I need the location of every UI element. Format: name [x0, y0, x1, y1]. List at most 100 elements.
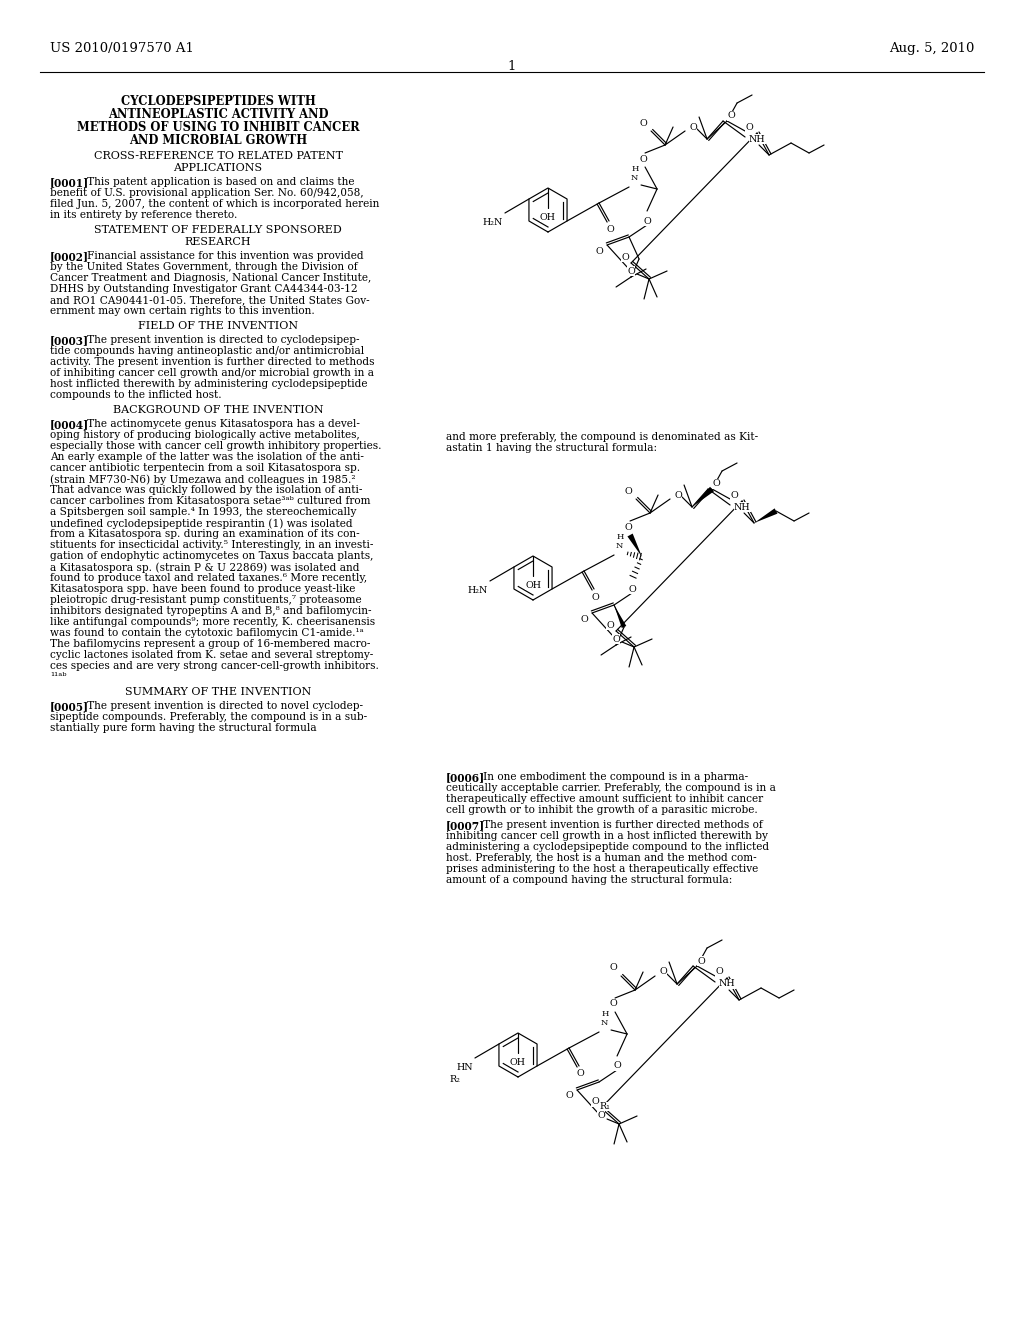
Text: sipeptide compounds. Preferably, the compound is in a sub-: sipeptide compounds. Preferably, the com… — [50, 711, 368, 722]
Text: host inflicted therewith by administering cyclodepsipeptide: host inflicted therewith by administerin… — [50, 379, 368, 389]
Text: cancer carbolines from Kitasatospora setae³ᵃᵇ cultured from: cancer carbolines from Kitasatospora set… — [50, 496, 371, 506]
Text: O: O — [581, 615, 588, 623]
Text: ernment may own certain rights to this invention.: ernment may own certain rights to this i… — [50, 306, 314, 315]
Text: O: O — [606, 224, 614, 234]
Text: Financial assistance for this invention was provided: Financial assistance for this invention … — [77, 251, 364, 261]
Text: STATEMENT OF FEDERALLY SPONSORED: STATEMENT OF FEDERALLY SPONSORED — [94, 224, 342, 235]
Text: a Kitasatospora sp. (strain P & U 22869) was isolated and: a Kitasatospora sp. (strain P & U 22869)… — [50, 562, 359, 573]
Text: O: O — [659, 968, 667, 977]
Text: [0007]: [0007] — [446, 820, 485, 832]
Text: DHHS by Outstanding Investigator Grant CA44344-03-12: DHHS by Outstanding Investigator Grant C… — [50, 284, 357, 294]
Text: R₂: R₂ — [450, 1074, 461, 1084]
Text: O: O — [712, 479, 720, 488]
Text: O: O — [565, 1092, 572, 1101]
Text: O: O — [627, 267, 635, 276]
Text: [0005]: [0005] — [50, 701, 89, 711]
Text: The present invention is directed to cyclodepsipep-: The present invention is directed to cyc… — [77, 335, 359, 345]
Text: like antifungal compounds⁹; more recently, K. cheerisanensis: like antifungal compounds⁹; more recentl… — [50, 616, 375, 627]
Text: benefit of U.S. provisional application Ser. No. 60/942,058,: benefit of U.S. provisional application … — [50, 187, 364, 198]
Text: cyclic lactones isolated from K. setae and several streptomy-: cyclic lactones isolated from K. setae a… — [50, 649, 374, 660]
Text: compounds to the inflicted host.: compounds to the inflicted host. — [50, 389, 221, 400]
Text: a Spitsbergen soil sample.⁴ In 1993, the stereochemically: a Spitsbergen soil sample.⁴ In 1993, the… — [50, 507, 356, 517]
Text: pleiotropic drug-resistant pump constituents,⁷ proteasome: pleiotropic drug-resistant pump constitu… — [50, 595, 361, 605]
Text: O: O — [697, 957, 705, 965]
Text: SUMMARY OF THE INVENTION: SUMMARY OF THE INVENTION — [125, 686, 311, 697]
Text: [0001]: [0001] — [50, 177, 89, 187]
Text: H₂N: H₂N — [468, 586, 488, 595]
Text: gation of endophytic actinomycetes on Taxus baccata plants,: gation of endophytic actinomycetes on Ta… — [50, 550, 374, 561]
Text: O: O — [643, 216, 651, 226]
Text: O: O — [639, 119, 647, 128]
Text: NH: NH — [734, 503, 751, 511]
Text: ANTINEOPLASTIC ACTIVITY AND: ANTINEOPLASTIC ACTIVITY AND — [108, 108, 329, 121]
Text: filed Jun. 5, 2007, the content of which is incorporated herein: filed Jun. 5, 2007, the content of which… — [50, 199, 379, 209]
Text: [0002]: [0002] — [50, 251, 89, 261]
Text: undefined cyclodepsipeptide respirantin (1) was isolated: undefined cyclodepsipeptide respirantin … — [50, 517, 352, 528]
Text: R₁: R₁ — [600, 1102, 610, 1111]
Text: 1: 1 — [508, 59, 516, 73]
Polygon shape — [754, 508, 777, 523]
Text: ¹¹ᵃᵇ: ¹¹ᵃᵇ — [50, 672, 67, 682]
Text: AND MICROBIAL GROWTH: AND MICROBIAL GROWTH — [129, 135, 307, 147]
Text: therapeutically effective amount sufficient to inhibit cancer: therapeutically effective amount suffici… — [446, 795, 763, 804]
Text: Kitasatospora spp. have been found to produce yeast-like: Kitasatospora spp. have been found to pr… — [50, 583, 355, 594]
Text: of inhibiting cancer cell growth and/or microbial growth in a: of inhibiting cancer cell growth and/or … — [50, 368, 374, 378]
Text: O: O — [591, 1097, 599, 1106]
Text: ceutically acceptable carrier. Preferably, the compound is in a: ceutically acceptable carrier. Preferabl… — [446, 783, 776, 793]
Text: O: O — [622, 252, 629, 261]
Polygon shape — [628, 533, 642, 557]
Text: inhibitors designated tyropeptins A and B,⁸ and bafilomycin-: inhibitors designated tyropeptins A and … — [50, 606, 372, 616]
Text: BACKGROUND OF THE INVENTION: BACKGROUND OF THE INVENTION — [113, 405, 324, 414]
Text: O: O — [625, 523, 632, 532]
Text: O: O — [606, 620, 614, 630]
Text: O: O — [591, 593, 599, 602]
Text: O: O — [612, 635, 620, 644]
Text: O: O — [727, 111, 735, 120]
Text: The bafilomycins represent a group of 16-membered macro-: The bafilomycins represent a group of 16… — [50, 639, 371, 649]
Text: METHODS OF USING TO INHIBIT CANCER: METHODS OF USING TO INHIBIT CANCER — [77, 121, 359, 135]
Text: cancer antibiotic terpentecin from a soil Kitasatospora sp.: cancer antibiotic terpentecin from a soi… — [50, 463, 360, 473]
Text: O: O — [674, 491, 682, 499]
Text: An early example of the latter was the isolation of the anti-: An early example of the latter was the i… — [50, 451, 364, 462]
Text: especially those with cancer cell growth inhibitory properties.: especially those with cancer cell growth… — [50, 441, 382, 451]
Text: host. Preferably, the host is a human and the method com-: host. Preferably, the host is a human an… — [446, 853, 757, 863]
Text: The present invention is directed to novel cyclodep-: The present invention is directed to nov… — [77, 701, 364, 711]
Text: H
N: H N — [616, 533, 624, 550]
Text: H₂N: H₂N — [482, 218, 503, 227]
Text: The present invention is further directed methods of: The present invention is further directe… — [473, 820, 763, 830]
Text: from a Kitasatospora sp. during an examination of its con-: from a Kitasatospora sp. during an exami… — [50, 529, 359, 539]
Text: FIELD OF THE INVENTION: FIELD OF THE INVENTION — [138, 321, 298, 331]
Text: O: O — [639, 154, 647, 164]
Text: RESEARCH: RESEARCH — [184, 238, 251, 247]
Text: by the United States Government, through the Division of: by the United States Government, through… — [50, 261, 357, 272]
Text: OH: OH — [525, 581, 541, 590]
Text: CROSS-REFERENCE TO RELATED PATENT: CROSS-REFERENCE TO RELATED PATENT — [93, 150, 342, 161]
Text: cell growth or to inhibit the growth of a parasitic microbe.: cell growth or to inhibit the growth of … — [446, 805, 758, 814]
Polygon shape — [614, 605, 627, 628]
Text: [0006]: [0006] — [446, 772, 485, 783]
Text: US 2010/0197570 A1: US 2010/0197570 A1 — [50, 42, 194, 55]
Text: astatin 1 having the structural formula:: astatin 1 having the structural formula: — [446, 444, 657, 453]
Text: O: O — [745, 123, 753, 132]
Text: activity. The present invention is further directed to methods: activity. The present invention is furth… — [50, 356, 375, 367]
Text: O: O — [597, 1111, 605, 1121]
Text: O: O — [628, 585, 636, 594]
Text: That advance was quickly followed by the isolation of anti-: That advance was quickly followed by the… — [50, 484, 362, 495]
Text: H
N: H N — [601, 1010, 608, 1027]
Text: O: O — [613, 1061, 621, 1071]
Text: Aug. 5, 2010: Aug. 5, 2010 — [889, 42, 974, 55]
Text: and RO1 CA90441-01-05. Therefore, the United States Gov-: and RO1 CA90441-01-05. Therefore, the Un… — [50, 294, 370, 305]
Text: tide compounds having antineoplastic and/or antimicrobial: tide compounds having antineoplastic and… — [50, 346, 365, 356]
Text: OH: OH — [540, 213, 556, 222]
Text: O: O — [577, 1069, 584, 1078]
Polygon shape — [692, 487, 714, 507]
Text: The actinomycete genus Kitasatospora has a devel-: The actinomycete genus Kitasatospora has… — [77, 418, 360, 429]
Text: and more preferably, the compound is denominated as Kit-: and more preferably, the compound is den… — [446, 432, 758, 442]
Text: [0004]: [0004] — [50, 418, 89, 430]
Text: found to produce taxol and related taxanes.⁶ More recently,: found to produce taxol and related taxan… — [50, 573, 368, 583]
Text: NH: NH — [719, 979, 735, 989]
Text: ces species and are very strong cancer-cell-growth inhibitors.: ces species and are very strong cancer-c… — [50, 661, 379, 671]
Text: O: O — [609, 999, 616, 1008]
Text: amount of a compound having the structural formula:: amount of a compound having the structur… — [446, 875, 732, 884]
Text: O: O — [730, 491, 738, 499]
